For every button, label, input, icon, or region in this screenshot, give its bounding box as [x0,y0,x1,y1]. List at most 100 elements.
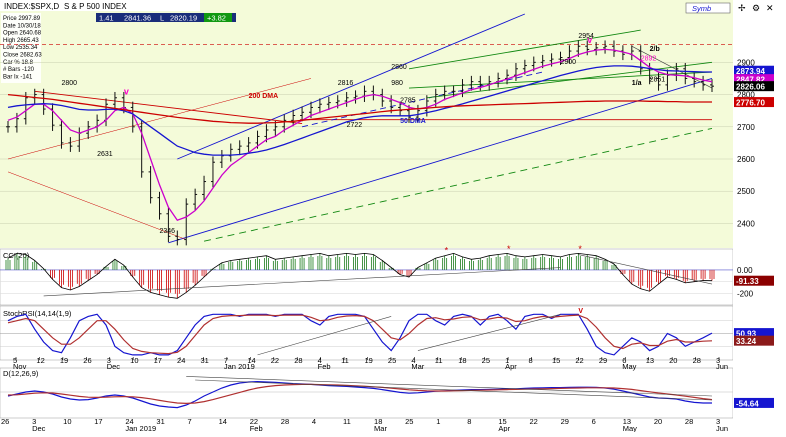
last-value-label: 2873.94 [736,67,765,76]
stochrsi-title: StochRSI(14,14(1,9) [3,309,72,318]
price-tick-label: 2900 [737,58,755,67]
stats-line: Open 2640.68 [3,31,42,37]
macd-panel [0,367,734,419]
x-day-label-bottom: 13 [623,417,631,426]
x-month-label: Feb [318,362,331,371]
cci-tick-label: 0.00 [737,266,753,275]
price-annotation: 2900 [561,59,577,66]
price-annotation: 2892 [641,56,657,63]
last-value-label: 2776.70 [736,99,765,108]
x-month-label-bottom: Feb [250,424,263,432]
price-annotation: 980 [391,80,403,87]
last-value-box [734,97,774,108]
price-annotation: 1/a [632,80,642,87]
cci-marker: * [578,244,582,254]
x-day-label: 28 [693,356,701,365]
x-day-label: 20 [669,356,677,365]
signal-mark: v [124,87,129,97]
stochrsi-last-box [734,328,774,339]
price-tick-label: 2700 [737,123,755,132]
trendline-blue-upper [177,13,526,160]
cci-trendline [43,267,561,297]
stats-line: High 2665.43 [3,38,39,44]
stochrsi-line-fast [7,313,713,356]
macd-line-Signal [7,383,713,405]
cci-tick-label: -200 [737,290,754,299]
x-day-label: 4 [318,356,322,365]
x-day-label: 26 [83,356,91,365]
price-annotation: 2722 [347,122,363,129]
trendline-black-down [631,45,713,89]
ma-line-3 [7,93,712,124]
cci-layer: CCI(20)0.00-100-200***-91.33 [0,244,774,299]
x-day-label: 6 [622,356,626,365]
x-day-label-bottom: 22 [529,417,537,426]
cci-title: CCI(20) [3,251,30,260]
trendline-red-fan [34,90,303,125]
brand-icon: ✢ [738,3,746,13]
x-day-label-bottom: 18 [374,417,382,426]
macd-trendline [186,376,713,397]
cci-last-box [734,275,774,286]
stochrsi-marker: V [578,308,583,315]
macd-layer: D(12,26,9) -54.64 [0,369,774,408]
settings-icon[interactable]: ⚙ [752,3,760,13]
x-day-label-bottom: 11 [343,417,351,426]
ohlc-low-label: L [160,14,164,23]
stats-line: Low 2535.34 [3,45,38,51]
x-month-label-bottom: Jun [716,424,728,432]
header-name: S & P 500 INDEX [64,2,127,11]
cci-line [7,252,713,299]
x-day-label-bottom: 20 [654,417,662,426]
price-tick-label: 2400 [737,219,755,228]
stochrsi-trendline [257,316,392,356]
price-annotation: 2851 [650,77,666,84]
trendline-red-thin [7,78,312,160]
brand-text: Symb [692,4,711,13]
x-day-label: 11 [435,356,443,365]
x-day-label-bottom: 29 [561,417,569,426]
x-day-label-bottom: 7 [188,417,192,426]
cci-marker: * [445,245,449,255]
trendline-blue-dashed [301,71,543,128]
price-annotation: 2346 [159,228,175,235]
x-month-label-bottom: Mar [374,424,387,432]
macd-last-label: -54.64 [736,399,759,408]
x-day-label: 22 [575,356,583,365]
header-symbol: INDEX:$SPX,D [4,2,59,11]
x-month-label: Dec [107,362,121,371]
stochrsi-line-slow [7,314,713,355]
last-value-label: 2826.06 [736,83,765,92]
ohlc-high: 2841.36 [124,14,151,23]
price-annotation: 2631 [97,151,113,158]
close-icon[interactable]: ✕ [766,3,774,13]
x-day-label: 17 [154,356,162,365]
x-day-label-bottom: 15 [498,417,506,426]
macd-last-box [734,397,774,408]
x-day-label: 22 [271,356,279,365]
x-day-label-bottom: 25 [405,417,413,426]
trendline-green-dashed [203,127,713,242]
x-month-label: Mar [411,362,424,371]
stochrsi-last-label: 50.93 [736,330,757,339]
price-annotation: 2954 [578,33,594,40]
stats-line: Car % 18.8 [3,60,34,66]
x-day-label-bottom: 28 [281,417,289,426]
x-day-label: 13 [646,356,654,365]
x-month-label: Apr [505,362,517,371]
channel-green-top [408,29,641,70]
ohlc-strip [96,13,236,22]
macd-trendline [195,379,713,401]
x-month-label-bottom: May [623,424,637,432]
x-day-label: 3 [107,356,111,365]
x-day-label-bottom: 10 [63,417,71,426]
x-month-label: Jan 2019 [224,362,255,371]
price-tick-label: 2500 [737,187,755,196]
x-day-label: 24 [177,356,185,365]
stats-line: # Bars -120 [3,67,35,73]
x-day-label: 1 [505,356,509,365]
x-month-label: Jun [716,362,728,371]
x-month-label-bottom: Dec [32,424,46,432]
price-annotation: 2800 [61,80,77,87]
